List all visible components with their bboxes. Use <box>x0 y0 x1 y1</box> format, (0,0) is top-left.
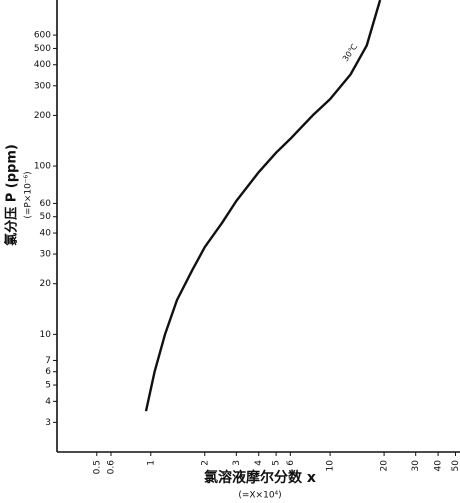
x-tick-label: 3 <box>232 460 242 466</box>
x-tick-label: 40 <box>434 460 444 472</box>
y-tick-label: 50 <box>40 212 52 222</box>
y-tick-label: 60 <box>40 199 52 209</box>
y-axis-label: 氯分压 P (ppm) <box>4 144 20 246</box>
data-line <box>144 0 382 412</box>
x-tick-label: 4 <box>254 460 264 466</box>
y-tick-label: 20 <box>40 279 52 289</box>
y-tick-label: 3 <box>45 418 51 428</box>
y-axis-note: (=P×10⁻⁶) <box>24 171 34 218</box>
y-tick-label: 40 <box>40 229 52 239</box>
y-tick-label: 500 <box>34 44 51 54</box>
y-tick-label: 10 <box>40 330 52 340</box>
x-tick-label: 2 <box>200 460 210 466</box>
x-tick-label: 5 <box>272 460 282 466</box>
y-tick-label: 300 <box>34 81 51 91</box>
x-tick-label: 0.6 <box>106 460 116 475</box>
y-tick-label: 600 <box>34 31 51 41</box>
x-tick-label: 30 <box>411 460 421 472</box>
y-tick-label: 100 <box>34 162 51 172</box>
y-tick-label: 6 <box>45 367 51 377</box>
y-tick-label: 4 <box>45 397 51 407</box>
y-tick-label: 30 <box>40 250 52 260</box>
x-tick-label: 6 <box>286 460 296 466</box>
y-tick-label: 200 <box>34 111 51 121</box>
x-axis-label: 氯溶液摩尔分数 x <box>204 469 316 486</box>
series-label: 30℃ <box>341 42 359 63</box>
x-axis-note: (=X×10⁴) <box>238 491 281 501</box>
y-tick-label: 7 <box>45 356 51 366</box>
x-tick-label: 0.5 <box>92 460 102 474</box>
y-tick-label: 400 <box>34 60 51 70</box>
x-tick-label: 20 <box>380 460 390 472</box>
x-tick-label: 50 <box>451 460 460 472</box>
x-tick-label: 1 <box>146 460 156 466</box>
x-tick-label: 10 <box>326 460 336 472</box>
y-tick-label: 5 <box>45 381 51 391</box>
